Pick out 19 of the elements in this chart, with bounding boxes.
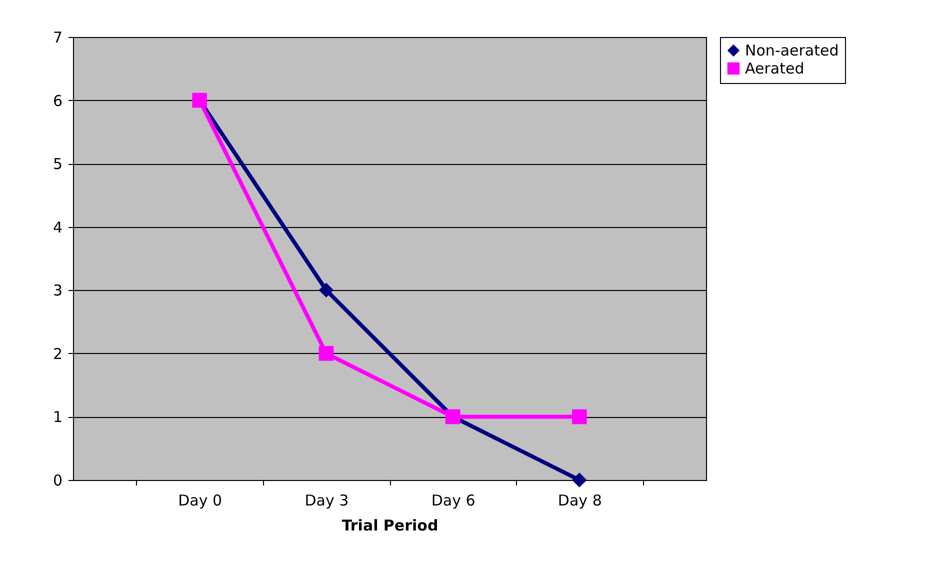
legend-label: Aerated	[745, 60, 804, 78]
legend-label: Non-aerated	[745, 42, 839, 60]
point	[318, 282, 334, 298]
y-tick-label: 1	[52, 408, 62, 426]
x-tick-label: Day 0	[178, 492, 222, 510]
y-tick-label: 3	[52, 282, 62, 300]
y-tick-label: 7	[52, 28, 62, 46]
point	[572, 409, 587, 424]
x-tick-label: Day 3	[304, 492, 349, 510]
y-tick-label: 6	[52, 92, 62, 110]
x-tick-label: Day 6	[431, 492, 476, 510]
x-tick-label: Day 8	[558, 492, 602, 510]
x-axis-title: Trial Period	[342, 516, 438, 534]
point	[572, 472, 587, 488]
y-tick-label: 5	[52, 155, 62, 174]
y-tick-label: 4	[52, 218, 62, 236]
point	[318, 346, 334, 361]
y-tick-label: 2	[52, 344, 62, 363]
y-tick-label: 0	[52, 472, 62, 490]
